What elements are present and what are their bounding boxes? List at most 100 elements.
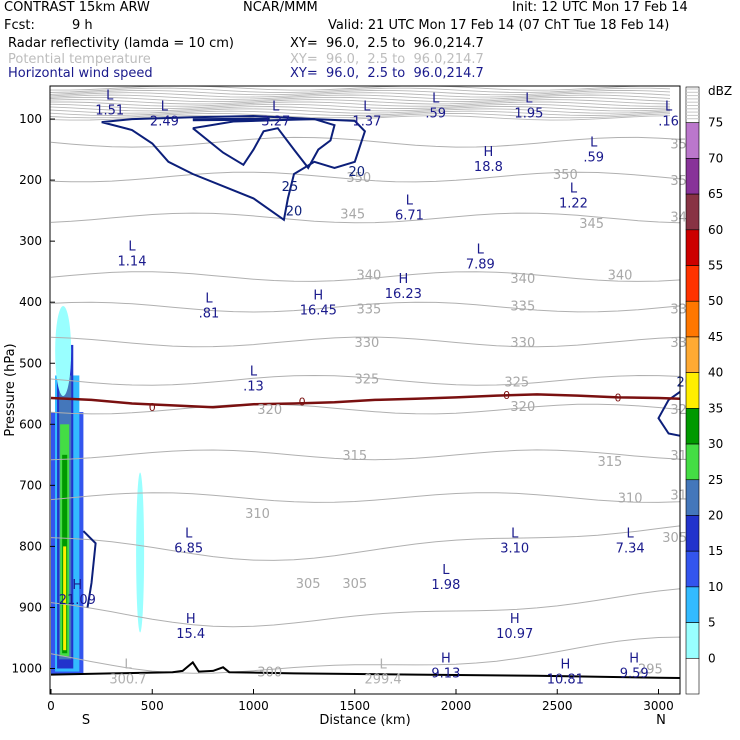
extremum-type: L bbox=[570, 181, 578, 196]
stratosphere-isentrope bbox=[50, 87, 671, 93]
x-tick-label: 2500 bbox=[542, 699, 573, 713]
x-tick-label: 1500 bbox=[339, 699, 370, 713]
theta-isentrope-340 bbox=[50, 271, 680, 282]
extremum-value: 16.23 bbox=[385, 287, 422, 302]
y-tick-label: 900 bbox=[19, 600, 42, 614]
extremum-value: 1.98 bbox=[431, 578, 460, 593]
colorbar-box bbox=[685, 372, 700, 409]
reflectivity-shading bbox=[51, 306, 145, 675]
extremum-type: L bbox=[590, 136, 598, 151]
x-axis-label: Distance (km) bbox=[319, 713, 410, 728]
extremum-type: L bbox=[128, 239, 136, 254]
wind-contour-low bbox=[82, 530, 97, 608]
colorbar-level-label: 40 bbox=[708, 366, 723, 380]
theta-isentrope-325 bbox=[50, 374, 680, 386]
extremum-type: L bbox=[525, 92, 533, 107]
stratosphere-isentrope bbox=[50, 99, 671, 105]
extremum-type: L bbox=[406, 194, 414, 209]
extremum-type: H bbox=[186, 612, 196, 627]
extremum-value: .59 bbox=[583, 151, 604, 166]
theta-contour-label: 310 bbox=[245, 507, 270, 522]
extremum-type: L bbox=[161, 100, 169, 115]
colorbar-level-label: 5 bbox=[708, 616, 716, 630]
y-tick-label: 600 bbox=[19, 417, 42, 431]
colorbar-box bbox=[685, 622, 700, 659]
colorbar-level-label: 65 bbox=[708, 187, 723, 201]
theta-contour-label: 320 bbox=[510, 400, 535, 415]
theta-contour-label: 350 bbox=[553, 168, 578, 183]
extremum-type: L bbox=[627, 526, 635, 541]
stratosphere-isentrope bbox=[50, 112, 671, 119]
extremum-value: .13 bbox=[243, 380, 264, 395]
theta-contour-label: 350 bbox=[346, 171, 371, 186]
extremum-type: H bbox=[398, 272, 408, 287]
theta-contour-label: 335 bbox=[510, 299, 535, 314]
colorbar-box bbox=[685, 443, 700, 481]
theta-contour-label: 330 bbox=[510, 336, 535, 351]
stratosphere-isentrope bbox=[50, 103, 671, 110]
stratosphere-isentrope bbox=[50, 108, 671, 114]
zero-isotherm-label: 0 bbox=[615, 391, 622, 404]
x-tick-label: 2000 bbox=[441, 699, 472, 713]
y-tick-label: 800 bbox=[19, 539, 42, 553]
extremum-value: 3.10 bbox=[500, 541, 529, 556]
wind-contour-30 bbox=[192, 117, 270, 122]
colorbar-box bbox=[685, 479, 700, 516]
y-tick-label: 100 bbox=[19, 112, 42, 126]
theta-contours bbox=[50, 136, 680, 674]
terrain-surface bbox=[50, 660, 680, 680]
stratosphere-isentrope bbox=[50, 92, 671, 98]
plot-frame bbox=[49, 85, 681, 695]
colorbar-level-label: 10 bbox=[708, 580, 723, 594]
theta-isentrope-345 bbox=[50, 212, 680, 224]
theta-isentrope-330 bbox=[50, 336, 680, 348]
theta-contour-label: 340 bbox=[608, 269, 633, 284]
theta-isentrope-320 bbox=[50, 403, 680, 415]
stratosphere-isentrope bbox=[50, 115, 671, 121]
wind-contour-label: 25 bbox=[282, 180, 299, 195]
extremum-value: 1.37 bbox=[352, 115, 381, 130]
theta-contour-label: 340 bbox=[357, 269, 382, 284]
theta-contour-label: 305 bbox=[662, 531, 687, 546]
stratosphere-isentrope bbox=[50, 110, 671, 116]
extremum-type: L bbox=[442, 563, 450, 578]
colorbar-box bbox=[685, 550, 700, 588]
wind-contours bbox=[82, 114, 680, 608]
field-name-theta: Potential temperature bbox=[8, 52, 151, 67]
colorbar-box bbox=[685, 515, 700, 552]
theta-contour-label: 330 bbox=[354, 336, 379, 351]
stratosphere-theta-band bbox=[50, 86, 671, 121]
theta-isentrope-310 bbox=[50, 492, 680, 503]
extremum-value: .81 bbox=[199, 306, 220, 321]
stratosphere-isentrope bbox=[50, 89, 671, 96]
extremum-value: 6.71 bbox=[395, 209, 424, 224]
wind-contour-25 bbox=[192, 118, 336, 170]
colorbar-level-label: 75 bbox=[708, 116, 723, 130]
stratosphere-isentrope bbox=[50, 101, 671, 107]
y-tick-label: 400 bbox=[19, 295, 42, 309]
theta-contour-label: 315 bbox=[597, 455, 622, 470]
colorbar-box bbox=[685, 657, 700, 695]
extremum-type: H bbox=[510, 612, 520, 627]
theta-contour-label: 295 bbox=[638, 663, 663, 678]
extremum-value: .59 bbox=[425, 107, 446, 122]
extremum-type: H bbox=[313, 288, 323, 303]
extremum-value: 10.81 bbox=[547, 673, 584, 688]
y-tick-label: 500 bbox=[19, 356, 42, 370]
extremum-type: H bbox=[72, 578, 82, 593]
colorbar: 0 5 10 15 20 25 30 35 40 45 50 55 60 65 70 75 dBZ bbox=[685, 84, 732, 695]
theta-contour-label: 310 bbox=[618, 492, 643, 507]
x-tick-label: 3000 bbox=[643, 699, 674, 713]
extremum-value: 1.14 bbox=[118, 254, 147, 269]
theta-isentrope-335 bbox=[50, 301, 680, 313]
extremum-type: H bbox=[560, 658, 570, 673]
zero-isotherm-label: 0 bbox=[149, 401, 156, 414]
extremum-value: 10.97 bbox=[496, 627, 533, 642]
colorbar-box bbox=[685, 193, 700, 231]
wind-contour-20-east bbox=[657, 390, 680, 437]
extremum-type: L bbox=[185, 526, 193, 541]
extremum-value: 15.4 bbox=[176, 627, 205, 642]
extremum-type: L bbox=[124, 658, 132, 673]
